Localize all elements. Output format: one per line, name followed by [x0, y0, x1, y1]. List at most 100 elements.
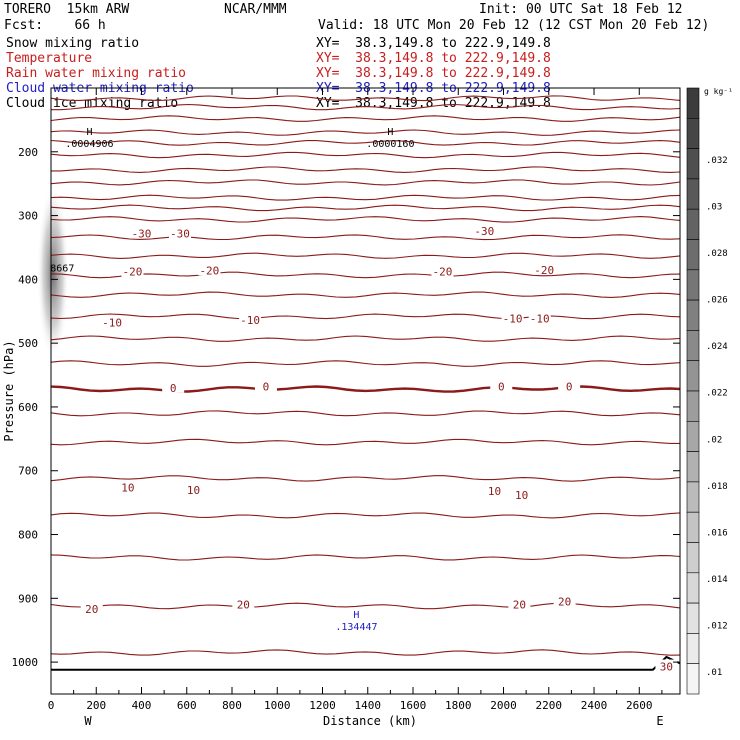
label-backdrop — [431, 264, 454, 277]
colorbar-label: .018 — [706, 482, 728, 492]
x-tick-label: 0 — [48, 699, 55, 712]
label-backdrop — [121, 264, 144, 277]
isotherm-line — [50, 291, 681, 298]
maximum-value: 8667 — [50, 263, 74, 274]
label-backdrop — [80, 602, 103, 615]
label-backdrop — [553, 594, 576, 607]
colorbar-level — [686, 663, 700, 695]
colorbar-level — [686, 87, 700, 119]
label-backdrop — [558, 379, 581, 392]
y-tick-label: 900 — [18, 592, 38, 605]
label-backdrop — [473, 223, 496, 236]
x-tick-label: 400 — [132, 699, 152, 712]
label-backdrop — [182, 482, 205, 495]
y-tick-label: 700 — [18, 465, 38, 478]
terrain-line — [51, 655, 681, 671]
y-tick-label: 800 — [18, 529, 38, 542]
field-name-temperature: Temperature — [6, 51, 93, 66]
axes-layer: Pressure (hPa) Distance (km) W E 0 200 400… — [2, 87, 681, 728]
maximum-value: .134447 — [335, 622, 377, 633]
x-tick-label: 1400 — [355, 699, 382, 712]
colorbar-label: .016 — [706, 528, 728, 538]
temperature-label: -30 — [132, 227, 152, 240]
temperature-label: -20 — [123, 266, 143, 279]
temperature-label-layer: -30 -30 -30 -20 -20 -20 -20 -10 -10 -10 -10 0 0 0 0 10 1… — [80, 223, 678, 674]
isotherm-line — [50, 139, 681, 146]
field-xy-temperature: XY= 38.3,149.8 to 222.9,149.8 — [316, 51, 551, 66]
isotherm-line — [51, 166, 681, 173]
field-xy-snow: XY= 38.3,149.8 to 222.9,149.8 — [316, 36, 551, 51]
x-tick-label: 2400 — [581, 699, 608, 712]
temperature-label: 30 — [660, 661, 673, 674]
colorbar-level — [686, 420, 700, 452]
x-tick-label: 1000 — [264, 699, 291, 712]
label-backdrop — [501, 311, 524, 324]
label-backdrop — [198, 263, 221, 276]
temperature-label: 20 — [513, 599, 526, 612]
temperature-label: 0 — [263, 381, 270, 394]
isotherm-line — [50, 271, 681, 279]
field-name-cloud-water: Cloud water mixing ratio — [6, 81, 194, 96]
colorbar-level — [686, 390, 700, 422]
colorbar-level — [686, 481, 700, 513]
forecast-hour: Fcst: 66 h — [4, 18, 106, 33]
label-backdrop — [483, 484, 506, 497]
colorbar-label: .024 — [706, 342, 728, 352]
temperature-label: -10 — [240, 314, 260, 327]
x-tick-label: 800 — [222, 699, 242, 712]
temperature-label: -20 — [199, 264, 219, 277]
field-xy-rain: XY= 38.3,149.8 to 222.9,149.8 — [316, 66, 551, 81]
x-tick-label: 2000 — [490, 699, 517, 712]
colorbar-unit: g kg⁻¹ — [704, 87, 733, 96]
colorbar-label: .032 — [706, 156, 728, 166]
colorbar-label: .02 — [706, 435, 722, 445]
x-axis-label: Distance (km) — [323, 714, 417, 728]
label-backdrop — [168, 226, 191, 239]
temperature-label: 10 — [488, 485, 501, 498]
isotherm-line — [50, 475, 681, 482]
colorbar-level — [686, 360, 700, 392]
colorbar-level — [686, 208, 700, 240]
isotherm-line — [50, 602, 681, 610]
east-label: E — [656, 714, 663, 728]
colorbar-level — [686, 178, 700, 210]
maximum-marker: H — [86, 127, 92, 138]
isotherm-layer — [50, 95, 681, 671]
colorbar-level — [686, 148, 700, 180]
y-tick-label: 400 — [18, 273, 38, 286]
colorbar-label: .022 — [706, 389, 728, 399]
colorbar-level — [686, 330, 700, 361]
colorbar-level — [686, 299, 700, 331]
temperature-label: 10 — [515, 489, 528, 502]
colorbar-label: .026 — [706, 296, 728, 306]
colorbar-level — [686, 118, 700, 149]
maximum-marker: H — [387, 127, 393, 138]
colorbar-level — [686, 269, 700, 301]
y-tick-label: 600 — [18, 401, 38, 414]
label-backdrop — [533, 262, 556, 275]
colorbar-level — [686, 239, 700, 271]
y-axis-label: Pressure (hPa) — [2, 340, 16, 441]
colorbar-label: .014 — [706, 575, 728, 585]
colorbar-level — [686, 602, 700, 634]
snow-shading — [37, 184, 69, 361]
label-backdrop — [162, 380, 185, 393]
init-time: Init: 00 UTC Sat 18 Feb 12 — [479, 2, 683, 17]
y-tick-label: 500 — [18, 337, 38, 350]
colorbar-label: .01 — [706, 668, 722, 678]
colorbar-label: .012 — [706, 621, 728, 631]
isotherm-line — [50, 115, 681, 122]
temperature-label: 10 — [187, 484, 200, 497]
x-tick-label: 2600 — [626, 699, 653, 712]
temperature-label: 0 — [566, 381, 573, 394]
snow-shading-layer — [37, 184, 69, 361]
isotherm-line — [51, 103, 681, 111]
temperature-label: 0 — [170, 382, 177, 395]
maximum-marker: H — [353, 610, 359, 621]
x-tick-label: 1800 — [445, 699, 472, 712]
temperature-label: -30 — [170, 227, 190, 240]
label-backdrop — [528, 311, 551, 324]
field-name-rain: Rain water mixing ratio — [6, 66, 187, 81]
temperature-label: -10 — [102, 317, 122, 330]
isotherm-line — [50, 649, 681, 656]
